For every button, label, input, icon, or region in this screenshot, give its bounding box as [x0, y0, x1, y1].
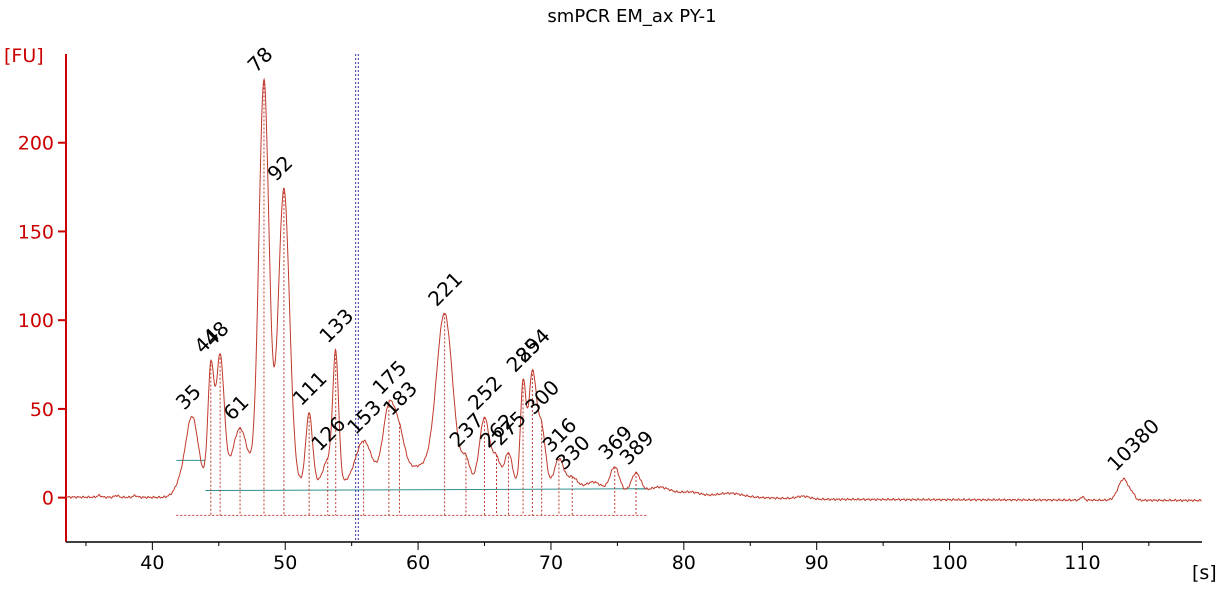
peak-label: 221	[423, 267, 467, 311]
alignment-marker-lines	[355, 54, 359, 542]
peak-dash-lines	[176, 79, 647, 516]
peak-label: 10380	[1102, 414, 1164, 476]
y-tick-label: 150	[18, 221, 54, 243]
x-tick-label: 80	[672, 552, 696, 574]
peak-label: 111	[288, 366, 332, 410]
x-tick-label: 110	[1064, 552, 1100, 574]
x-tick-label: 40	[140, 552, 164, 574]
peak-label: 300	[520, 375, 564, 419]
peak-label: 252	[463, 371, 507, 415]
trace-layer	[65, 77, 1202, 502]
y-tick-label: 50	[30, 399, 54, 421]
peak-label: 35	[171, 379, 206, 414]
y-tick-label: 0	[42, 488, 54, 510]
x-axis-label: [s]	[1192, 562, 1216, 584]
x-tick-label: 90	[805, 552, 829, 574]
chart-title: smPCR EM_ax PY-1	[547, 6, 716, 27]
y-tick-label: 200	[18, 133, 54, 155]
peak-labels: 3544486178921111261331531751832212372522…	[171, 42, 1164, 476]
axes	[65, 54, 1202, 543]
y-tick-label: 100	[18, 310, 54, 332]
x-tick-label: 100	[931, 552, 967, 574]
peak-label: 133	[314, 304, 358, 348]
x-tick-label: 50	[273, 552, 297, 574]
x-tick-label: 70	[539, 552, 563, 574]
ticks: 0 50 100 150 200 40 50 60 70 80 90 100 110	[18, 133, 1150, 574]
signal-trace	[65, 77, 1202, 502]
baseline-segment	[205, 488, 647, 492]
y-axis-label: [FU]	[4, 45, 44, 67]
x-tick-label: 60	[406, 552, 430, 574]
peak-label: 78	[243, 42, 278, 77]
